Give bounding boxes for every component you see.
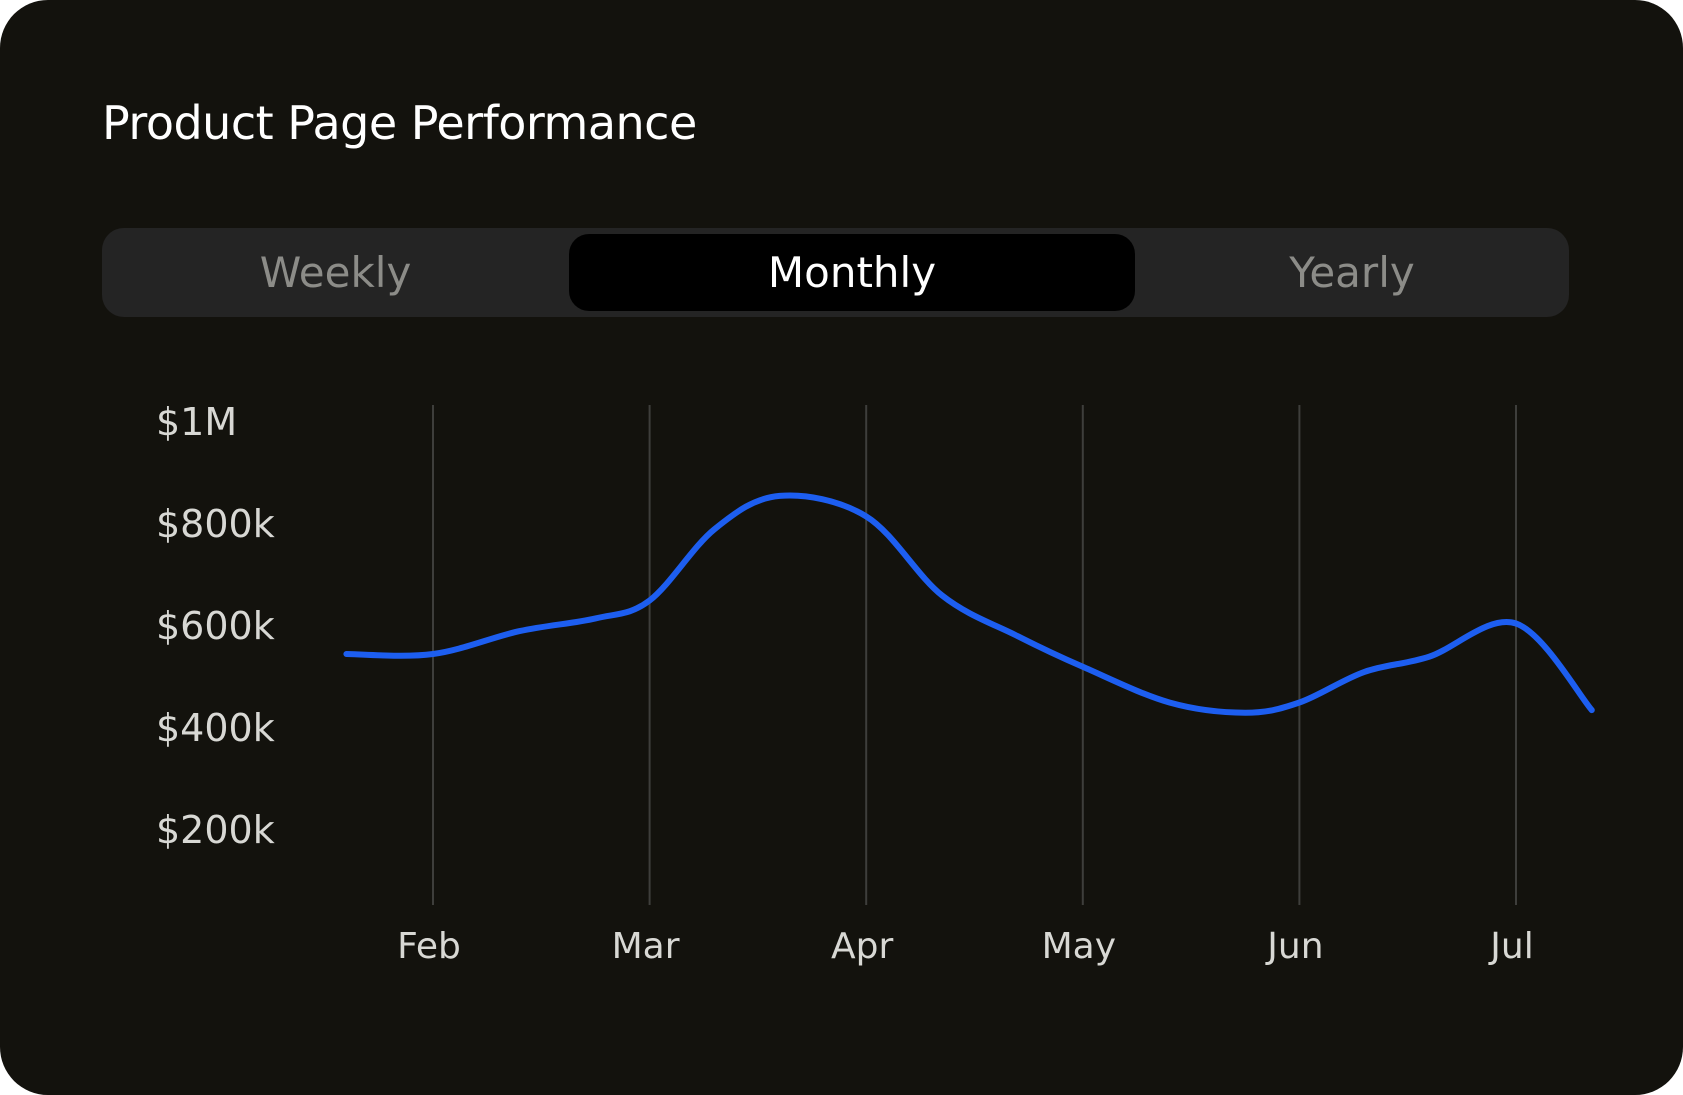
y-tick-label: $200k <box>156 808 275 852</box>
y-tick-label: $400k <box>156 706 275 750</box>
x-tick-label: Mar <box>612 926 680 967</box>
x-tick-label: May <box>1042 926 1116 967</box>
x-tick-label: Apr <box>831 926 893 967</box>
y-tick-label: $800k <box>156 502 275 546</box>
card-title: Product Page Performance <box>102 96 697 150</box>
x-tick-label: Feb <box>397 926 461 967</box>
tab-monthly[interactable]: Monthly <box>569 234 1135 311</box>
x-tick-label: Jul <box>1488 926 1533 967</box>
y-tick-label: $1M <box>156 400 237 444</box>
x-tick-label: Jun <box>1265 926 1323 967</box>
tab-yearly[interactable]: Yearly <box>1289 248 1415 297</box>
y-tick-label: $600k <box>156 604 275 648</box>
tab-weekly[interactable]: Weekly <box>259 248 412 297</box>
series-line-0 <box>343 492 1595 716</box>
period-toggle: Weekly Monthly Yearly <box>102 228 1569 317</box>
